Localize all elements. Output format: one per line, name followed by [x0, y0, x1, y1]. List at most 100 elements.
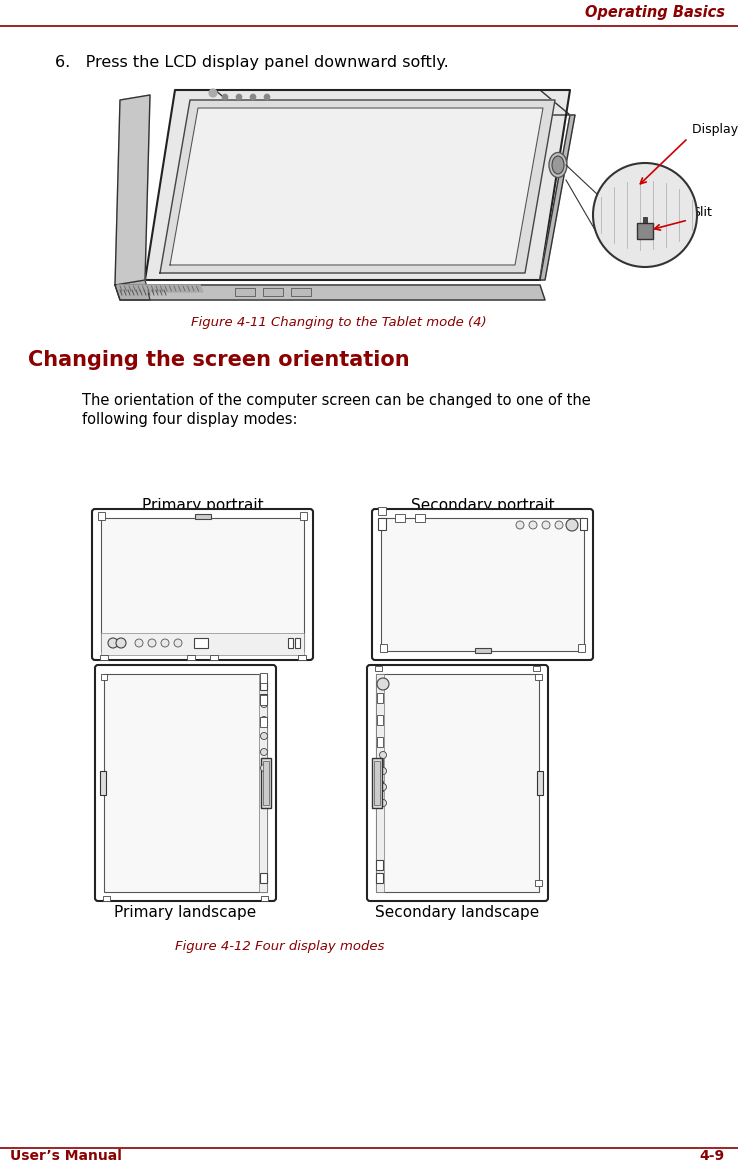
Bar	[578, 643, 585, 652]
Polygon shape	[160, 100, 555, 273]
Circle shape	[261, 749, 267, 756]
Bar	[377, 759, 383, 769]
Circle shape	[261, 732, 267, 740]
Text: Operating Basics: Operating Basics	[585, 6, 725, 20]
Text: Primary landscape: Primary landscape	[114, 905, 257, 920]
Bar	[376, 674, 539, 892]
Bar	[101, 518, 304, 650]
Circle shape	[108, 638, 118, 648]
Bar	[377, 781, 383, 791]
Ellipse shape	[549, 152, 567, 177]
Bar	[260, 681, 267, 690]
Bar	[260, 717, 267, 727]
Polygon shape	[115, 285, 545, 300]
Bar	[380, 643, 387, 652]
FancyBboxPatch shape	[367, 665, 548, 901]
Bar	[535, 674, 542, 680]
Polygon shape	[145, 90, 570, 280]
Circle shape	[379, 768, 387, 775]
Bar	[210, 655, 218, 660]
Polygon shape	[215, 90, 570, 115]
Bar	[187, 655, 195, 660]
Circle shape	[377, 677, 389, 690]
Bar	[195, 515, 210, 519]
Bar	[475, 648, 491, 653]
Bar	[535, 880, 542, 886]
Bar	[104, 674, 267, 892]
Bar	[375, 666, 382, 672]
Bar	[98, 512, 105, 520]
Text: Primary portrait: Primary portrait	[142, 498, 263, 513]
Text: 4-9: 4-9	[700, 1149, 725, 1163]
Circle shape	[236, 94, 242, 100]
Bar	[377, 693, 383, 703]
Bar	[260, 873, 267, 883]
Circle shape	[529, 522, 537, 529]
Polygon shape	[170, 108, 543, 265]
Polygon shape	[540, 115, 575, 280]
Bar	[643, 217, 647, 223]
Bar	[259, 674, 267, 892]
Circle shape	[566, 519, 578, 531]
Text: Display latch: Display latch	[692, 123, 738, 136]
Ellipse shape	[552, 156, 564, 173]
Circle shape	[261, 716, 267, 723]
Circle shape	[209, 89, 217, 97]
Bar	[103, 897, 110, 901]
Bar	[376, 674, 384, 892]
Bar	[288, 638, 293, 648]
Circle shape	[222, 94, 228, 100]
Bar	[101, 674, 107, 680]
Bar	[100, 771, 106, 795]
Bar	[537, 771, 543, 795]
Bar	[260, 694, 267, 703]
Bar	[263, 761, 269, 805]
Circle shape	[379, 799, 387, 806]
Bar	[637, 223, 653, 239]
Text: 6.   Press the LCD display panel downward softly.: 6. Press the LCD display panel downward …	[55, 55, 449, 70]
Bar	[376, 860, 383, 870]
Polygon shape	[117, 285, 203, 292]
Polygon shape	[115, 280, 150, 300]
Text: following four display modes:: following four display modes:	[82, 413, 297, 427]
Circle shape	[135, 639, 143, 647]
Bar	[100, 655, 108, 660]
Circle shape	[116, 638, 126, 648]
Text: User’s Manual: User’s Manual	[10, 1149, 122, 1163]
Bar	[101, 633, 304, 655]
Circle shape	[250, 94, 256, 100]
Circle shape	[174, 639, 182, 647]
Circle shape	[161, 639, 169, 647]
Bar	[261, 897, 268, 901]
FancyBboxPatch shape	[92, 509, 313, 660]
FancyBboxPatch shape	[372, 509, 593, 660]
Bar	[580, 518, 587, 530]
Bar	[300, 512, 307, 520]
Circle shape	[379, 784, 387, 790]
Bar	[260, 695, 267, 706]
Circle shape	[148, 639, 156, 647]
Circle shape	[379, 751, 387, 758]
Bar	[194, 638, 208, 648]
Text: Changing the screen orientation: Changing the screen orientation	[28, 350, 410, 370]
Bar	[377, 715, 383, 725]
Circle shape	[261, 764, 267, 771]
Circle shape	[261, 701, 267, 708]
Bar	[395, 515, 405, 522]
Circle shape	[264, 94, 270, 100]
Text: Figure 4-11 Changing to the Tablet mode (4): Figure 4-11 Changing to the Tablet mode …	[191, 316, 487, 329]
Text: Slit: Slit	[692, 205, 712, 218]
Bar	[381, 518, 584, 650]
Text: Figure 4-12 Four display modes: Figure 4-12 Four display modes	[176, 940, 384, 953]
Text: Secondary portrait: Secondary portrait	[410, 498, 554, 513]
Bar	[263, 288, 283, 297]
Bar	[260, 673, 267, 683]
Bar	[298, 655, 306, 660]
FancyBboxPatch shape	[95, 665, 276, 901]
Bar	[295, 638, 300, 648]
Polygon shape	[115, 95, 150, 285]
Text: The orientation of the computer screen can be changed to one of the: The orientation of the computer screen c…	[82, 393, 590, 408]
Bar	[533, 666, 540, 672]
Circle shape	[542, 522, 550, 529]
Bar	[261, 758, 271, 808]
